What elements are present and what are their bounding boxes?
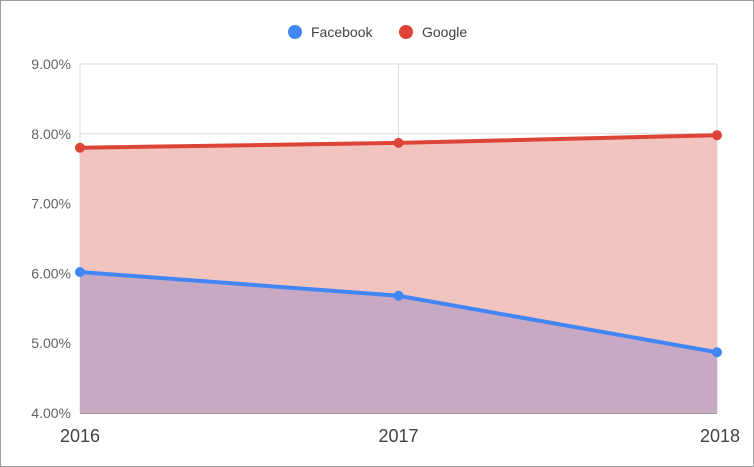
legend-label-facebook: Facebook	[311, 24, 373, 40]
x-tick-label: 2018	[700, 426, 740, 446]
point-facebook-2016	[75, 267, 85, 278]
point-google-2016	[75, 142, 85, 153]
series-areas	[80, 135, 717, 414]
y-tick-label: 4.00%	[31, 405, 71, 421]
legend-marker-facebook	[288, 25, 302, 39]
point-facebook-2018	[712, 347, 722, 358]
y-tick-label: 8.00%	[31, 126, 71, 142]
x-tick-label: 2016	[60, 426, 100, 446]
point-facebook-2017	[393, 290, 404, 301]
x-tick-label: 2017	[378, 426, 418, 446]
point-google-2017	[393, 137, 404, 148]
y-tick-label: 5.00%	[31, 335, 71, 351]
y-tick-label: 7.00%	[31, 196, 71, 212]
y-axis-ticks: 4.00% 5.00% 6.00% 7.00% 8.00% 9.00%	[31, 56, 71, 421]
y-tick-label: 9.00%	[31, 56, 71, 72]
y-tick-label: 6.00%	[31, 265, 71, 281]
legend-marker-google	[399, 25, 413, 39]
point-google-2018	[712, 130, 722, 141]
x-axis-ticks: 2016 2017 2018	[60, 426, 740, 446]
area-facebook	[80, 272, 717, 413]
series-points	[75, 130, 722, 358]
legend-label-google: Google	[422, 24, 467, 40]
legend: Facebook Google	[288, 24, 467, 40]
